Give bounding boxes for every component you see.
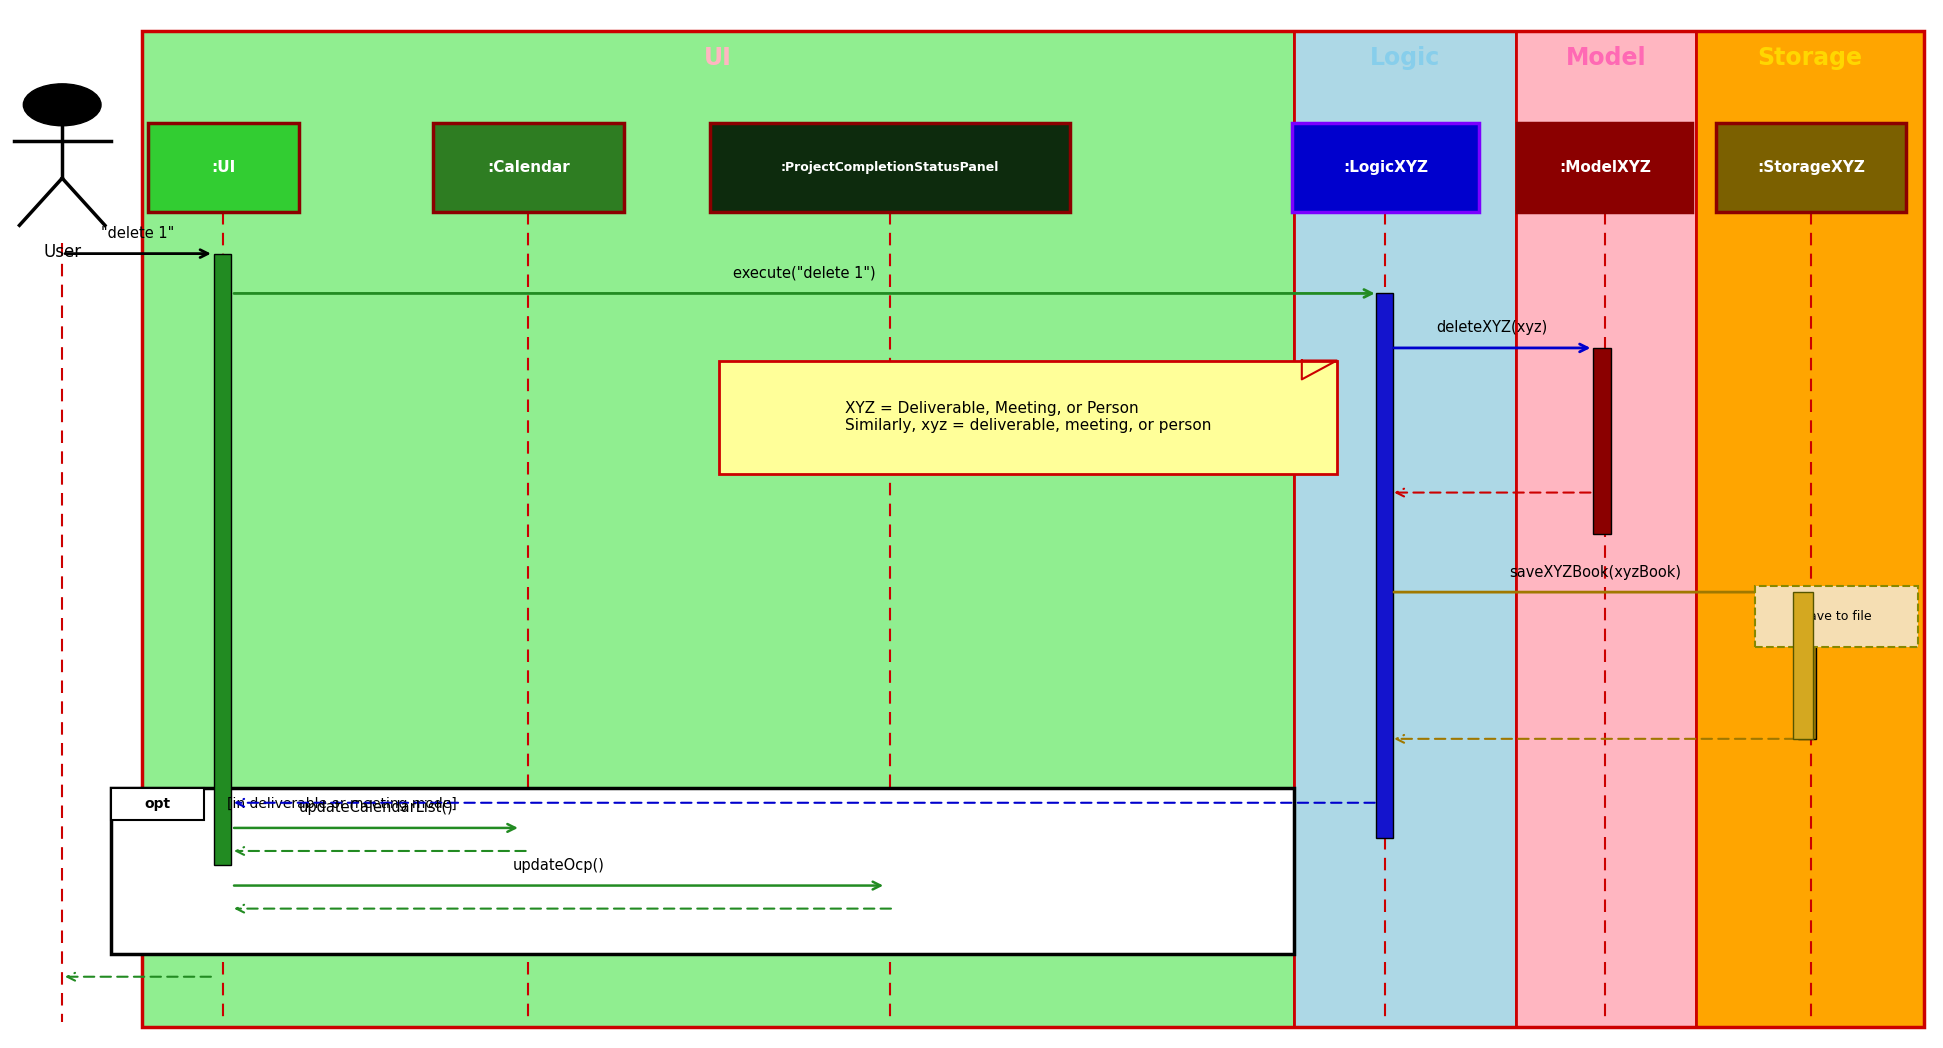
Text: :ModelXYZ: :ModelXYZ [1558,160,1652,175]
Bar [719,361,1337,474]
Bar [711,124,1069,212]
Text: User: User [43,243,82,261]
Text: Model: Model [1566,46,1646,69]
Bar [1294,31,1516,1027]
Bar [148,124,299,212]
Text: Logic: Logic [1370,46,1440,69]
Text: UI: UI [703,46,733,69]
Bar [433,124,624,212]
Bar [1716,124,1906,212]
Bar [1516,31,1696,1027]
Text: execute("delete 1"): execute("delete 1") [733,266,876,281]
Bar [1793,592,1813,739]
Text: :ProjectCompletionStatusPanel: :ProjectCompletionStatusPanel [781,161,999,174]
Bar [142,31,1294,1027]
Bar [1696,31,1924,1027]
Bar [1292,124,1479,212]
Bar [1376,293,1393,838]
Text: deleteXYZ(xyz): deleteXYZ(xyz) [1436,321,1549,335]
Text: XYZ = Deliverable, Meeting, or Person
Similarly, xyz = deliverable, meeting, or : XYZ = Deliverable, Meeting, or Person Si… [845,401,1210,433]
Text: updateCalendarList(): updateCalendarList() [299,801,453,815]
Text: :UI: :UI [212,160,235,175]
Text: Storage: Storage [1756,46,1863,69]
Text: :StorageXYZ: :StorageXYZ [1756,160,1865,175]
Circle shape [23,84,101,126]
Text: opt: opt [144,796,171,811]
Text: [in deliverable or meeting mode]: [in deliverable or meeting mode] [227,796,457,811]
Bar [1593,348,1611,534]
Text: saveXYZBook(xyzBook): saveXYZBook(xyzBook) [1510,565,1681,580]
Bar [1799,592,1817,739]
Bar [1755,586,1918,647]
Text: updateOcp(): updateOcp() [513,858,604,873]
Bar [111,788,204,820]
Bar [1517,124,1692,212]
Text: :LogicXYZ: :LogicXYZ [1343,160,1428,175]
Bar [111,788,1294,954]
Text: Save to file: Save to file [1801,610,1871,623]
Text: "delete 1": "delete 1" [101,226,175,241]
Text: :Calendar: :Calendar [488,160,569,175]
Bar [214,254,231,865]
